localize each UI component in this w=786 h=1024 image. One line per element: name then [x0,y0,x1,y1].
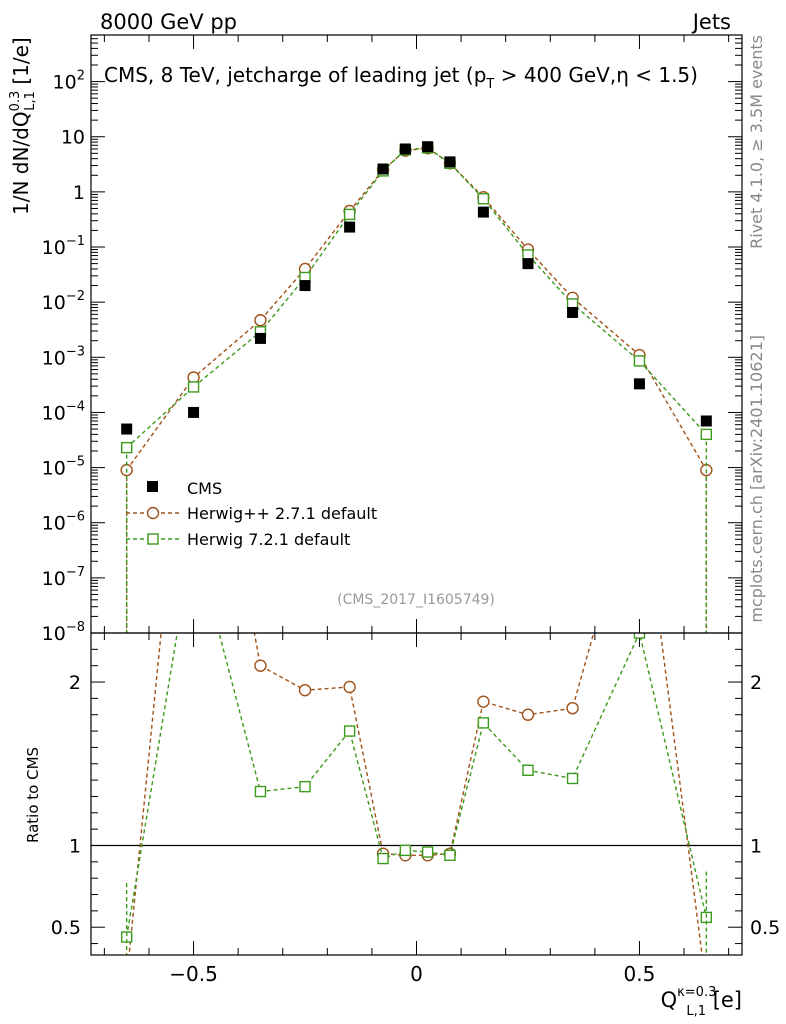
y-tick-label: 10−1 [42,234,85,259]
point-herwigpp [254,314,267,327]
ratio-point-herwig7 [254,785,267,798]
y-axis-label: 1/N dN/dQ0.3L,1 [1/e] [8,37,38,215]
x-tick-label: −0.5 [169,962,218,986]
chart-title-main: CMS, 8 TeV, jetcharge of leading jet (p [104,63,486,87]
x-tick-label: 0.5 [624,962,656,986]
chart-title-sub: T [485,77,494,92]
point-cms [254,332,266,344]
point-cms [477,206,489,218]
ratio-line-herwigpp [128,633,703,955]
point-cms [377,163,389,175]
ratio-line-herwig7 [125,633,708,938]
ratio-point-herwigpp [343,680,356,694]
ratio-point-herwig7 [299,780,311,793]
analysis-tag: (CMS_2017_I1605749) [337,592,495,608]
point-herwig7 [343,208,356,221]
point-cms [567,306,579,318]
y-tick-label: 10−7 [42,565,85,590]
point-cms [422,141,434,153]
point-herwig7 [633,355,646,367]
ratio-point-herwig7 [633,633,646,639]
ratio-plot-frame [90,632,743,956]
y-tick-label: 10−3 [42,344,85,369]
point-herwig7 [187,381,200,393]
y-tick-label: 10−4 [42,399,85,424]
ratio-point-herwig7 [522,764,534,776]
ratio-y-tick-label-right: 0.5 [750,917,780,939]
point-cms [700,415,712,427]
point-cms [188,406,200,418]
ratio-y-tick-label-right: 1 [750,835,762,857]
x-axis-label-sub: L,1 [686,1004,706,1019]
point-cms [344,221,356,233]
y-tick-label: 1 [73,182,85,204]
legend-marker-herwigpp [146,506,160,520]
legend-marker-cms [147,481,158,492]
x-axis-label-unit: [e] [706,988,742,1012]
legend-marker-herwig7 [147,533,159,545]
x-tick-label: 0 [410,962,423,986]
y-axis-label-unit: [1/e] [9,37,33,91]
series-line-herwigpp [126,147,707,471]
point-cms [121,423,133,435]
ratio-y-tick-label: 2 [69,672,81,694]
x-axis-label: Qκ=0.3 L,1 [e] [661,985,742,1019]
ratio-point-herwig7 [377,852,389,865]
legend-label-cms: CMS [187,479,222,498]
legend-label-herwigpp: Herwig++ 2.7.1 default [187,504,377,523]
x-axis-label-sup: κ=0.3 [677,985,716,1000]
main-series [120,141,713,633]
y-tick-label: 10−5 [42,455,85,480]
y-tick-label: 102 [53,69,85,94]
ratio-point-herwig7 [477,717,490,729]
y-tick-label: 10−8 [42,620,85,645]
ratio-point-herwigpp [477,695,490,708]
point-cms [444,156,456,168]
y-axis-label-main: 1/N dN/dQ [9,111,33,215]
ratio-axis-ticks: −0.5 0 0.5 0.5 0.5 1 1 2 2 [51,633,780,986]
ratio-point-herwig7 [421,846,434,858]
y-tick-label: 10 [61,127,85,149]
point-herwig7 [477,193,490,205]
y-tick-label: 10−2 [42,289,85,314]
point-cms [399,143,411,155]
ratio-point-herwig7 [444,849,456,861]
process-label: Jets [691,10,731,34]
ratio-point-herwigpp [521,708,535,721]
x-axis-label-main: Q [661,988,678,1012]
ratio-point-herwigpp [254,659,267,672]
chart-title-rest: > 400 GeV,η < 1.5) [494,63,698,87]
point-herwig7 [120,441,133,454]
ratio-point-herwig7 [399,844,412,857]
ratio-y-axis-label: Ratio to CMS [24,747,42,843]
ratio-point-herwigpp [566,701,579,715]
chart-title: CMS, 8 TeV, jetcharge of leading jet (pT… [104,63,698,92]
point-cms [299,280,311,292]
ratio-y-tick-label: 0.5 [51,917,81,939]
legend: CMS Herwig++ 2.7.1 default Herwig 7.2.1 … [126,479,377,549]
ratio-point-herwig7 [566,772,579,785]
point-herwig7 [700,428,713,441]
ratio-y-tick-label-right: 2 [750,672,762,694]
mcplots-label: mcplots.cern.ch [arXiv:2401.10621] [747,335,766,623]
y-tick-label: 10−6 [42,510,85,535]
rivet-label: Rivet 4.1.0, ≥ 3.5M events [747,35,766,249]
point-cms [633,378,645,390]
y-axis-label-sub: L,1 [23,91,38,111]
energy-label: 8000 GeV pp [100,10,237,34]
ratio-point-herwigpp [298,684,312,697]
ratio-series-group [120,633,713,955]
point-cms [522,258,534,270]
series-line-herwig7 [126,147,707,449]
y-axis-label-sup: 0.3 [8,91,23,112]
ratio-y-tick-label: 1 [69,835,81,857]
ratio-point-herwig7 [343,725,356,737]
main-axis-ticks: 10−8 10−7 10−6 10−5 10−4 10−3 10−2 10−1 1 10 102 [42,34,742,645]
legend-label-herwig7: Herwig 7.2.1 default [187,530,350,549]
